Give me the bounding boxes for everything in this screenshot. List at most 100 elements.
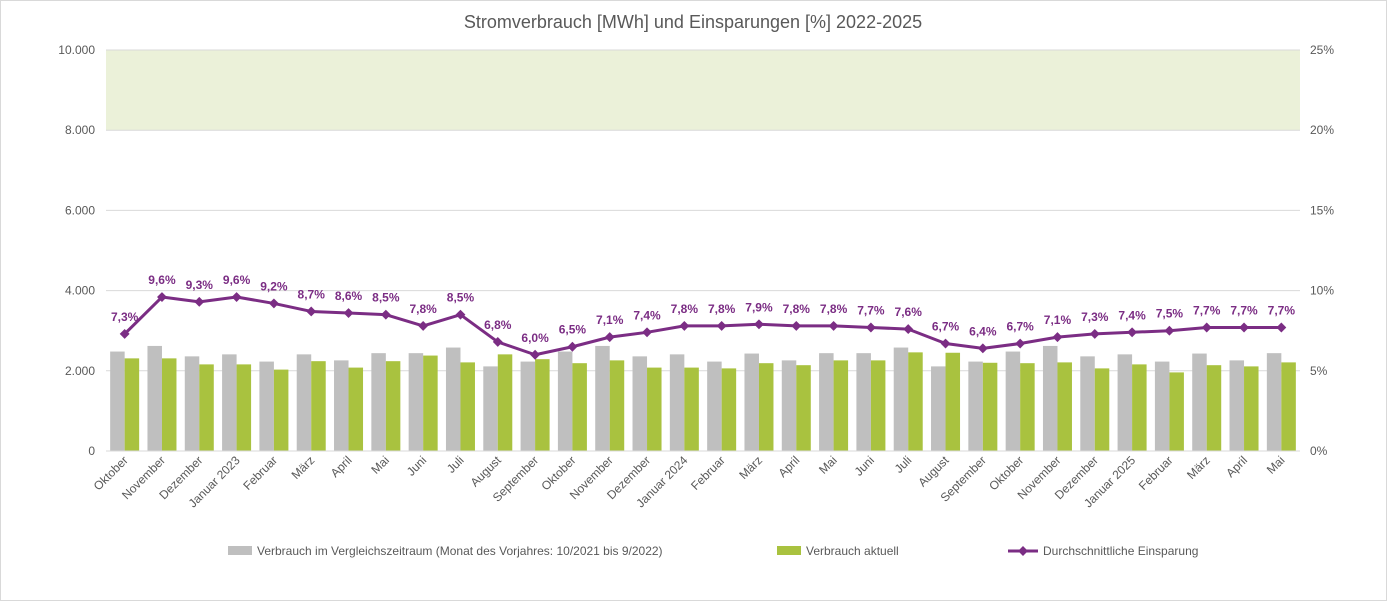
- savings-data-label: 7,7%: [1193, 303, 1221, 317]
- savings-marker: [977, 343, 988, 354]
- savings-data-label: 7,8%: [671, 302, 699, 316]
- x-tick-label: Mai: [1264, 453, 1288, 477]
- bar-comparison: [520, 361, 536, 451]
- y-left-tick-label: 10.000: [58, 43, 95, 57]
- savings-data-label: 7,8%: [708, 302, 736, 316]
- savings-data-label: 7,1%: [596, 313, 624, 327]
- bar-current: [572, 363, 587, 451]
- x-tick-label: Mai: [368, 453, 392, 477]
- bar-current: [945, 352, 961, 451]
- bar-current: [161, 358, 177, 451]
- savings-data-label: 7,5%: [1156, 307, 1184, 321]
- bar-current: [497, 354, 513, 451]
- savings-data-label: 9,3%: [186, 278, 214, 292]
- x-tick-label: Juli: [444, 453, 467, 476]
- savings-data-label: 9,2%: [260, 279, 288, 293]
- y-left-tick-label: 6.000: [65, 203, 95, 217]
- bar-comparison: [893, 347, 909, 451]
- savings-marker: [679, 320, 690, 331]
- bar-comparison: [1266, 353, 1282, 451]
- bar-current: [535, 359, 550, 451]
- bar-comparison: [968, 361, 983, 451]
- savings-line: 7,3% 9,6% 9,3% 9,6% 9,2% 8,7% 8,6% 8,5% 7,8% 8,5%…: [111, 273, 1295, 360]
- savings-marker: [1127, 327, 1138, 338]
- savings-marker: [268, 298, 279, 309]
- legend: Verbrauch im Vergleichszeitraum (Monat d…: [228, 544, 1198, 558]
- savings-data-label: 7,8%: [820, 302, 848, 316]
- x-tick-label: Juni: [404, 453, 429, 478]
- savings-data-label: 7,8%: [409, 302, 437, 316]
- savings-data-label: 6,7%: [932, 320, 960, 334]
- bar-current: [870, 360, 886, 451]
- savings-marker: [791, 320, 802, 331]
- savings-data-label: 7,8%: [783, 302, 811, 316]
- savings-data-label: 9,6%: [148, 273, 176, 287]
- bar-current: [1169, 372, 1184, 451]
- savings-marker: [343, 308, 354, 319]
- bar-comparison: [819, 353, 834, 451]
- bar-comparison: [110, 351, 125, 451]
- bar-current: [273, 369, 289, 451]
- bar-current: [908, 352, 923, 451]
- savings-marker: [492, 336, 503, 347]
- y-right-tick-label: 15%: [1310, 203, 1334, 217]
- savings-data-label: 8,6%: [335, 289, 363, 303]
- savings-marker: [1015, 338, 1026, 349]
- bar-current: [385, 361, 401, 451]
- bar-comparison: [856, 353, 871, 451]
- bar-comparison: [557, 351, 573, 451]
- savings-data-label: 8,5%: [372, 291, 400, 305]
- bar-current: [348, 367, 364, 451]
- savings-data-label: 6,0%: [521, 331, 549, 345]
- savings-line-path: [123, 295, 1282, 357]
- savings-data-label: 6,7%: [1006, 320, 1034, 334]
- bar-comparison: [1192, 353, 1207, 451]
- bar-comparison: [147, 345, 162, 451]
- savings-marker: [903, 324, 914, 335]
- savings-marker: [1052, 332, 1063, 343]
- savings-marker: [1201, 322, 1212, 333]
- target-band: [106, 50, 1300, 131]
- bar-current: [1094, 368, 1110, 451]
- bar-current: [1244, 366, 1259, 451]
- bar-comparison: [296, 354, 312, 451]
- x-tick-label: Februar: [240, 453, 280, 493]
- savings-data-label: 6,8%: [484, 318, 512, 332]
- savings-marker: [828, 320, 839, 331]
- savings-data-label: 7,6%: [895, 305, 923, 319]
- y-left-tick-label: 0: [88, 444, 95, 458]
- legend-label-savings: Durchschnittliche Einsparung: [1043, 544, 1198, 558]
- savings-data-label: 6,4%: [969, 324, 997, 338]
- y-right-tick-label: 25%: [1310, 43, 1334, 57]
- chart-title: Stromverbrauch [MWh] und Einsparungen [%…: [464, 12, 922, 32]
- bar-current: [1206, 365, 1222, 451]
- bar-current: [982, 362, 998, 451]
- bar-comparison: [1042, 345, 1058, 451]
- savings-data-label: 8,5%: [447, 291, 475, 305]
- savings-data-label: 7,4%: [633, 308, 661, 322]
- bar-comparison: [632, 356, 648, 451]
- savings-marker: [380, 309, 391, 320]
- x-tick-label: August: [468, 453, 505, 490]
- bar-current: [460, 362, 475, 451]
- savings-marker: [1239, 322, 1249, 333]
- legend-label-current: Verbrauch aktuell: [806, 544, 899, 558]
- x-tick-label: Juni: [852, 453, 877, 478]
- bar-comparison: [595, 345, 610, 451]
- bar-comparison: [1080, 356, 1095, 451]
- bar-current: [721, 368, 737, 451]
- x-tick-label: April: [1223, 453, 1250, 480]
- y-left-tick-label: 8.000: [65, 123, 95, 137]
- bar-comparison: [408, 353, 424, 451]
- savings-marker: [306, 306, 317, 317]
- savings-marker: [1164, 325, 1175, 336]
- bar-comparison: [669, 354, 685, 451]
- bar-comparison: [744, 353, 759, 451]
- x-tick-label: Juli: [892, 453, 915, 476]
- bar-current: [423, 355, 438, 451]
- bar-current: [1020, 363, 1035, 451]
- bar-current: [796, 365, 811, 451]
- bar-comparison: [334, 360, 349, 451]
- x-tick-label: Februar: [688, 453, 728, 493]
